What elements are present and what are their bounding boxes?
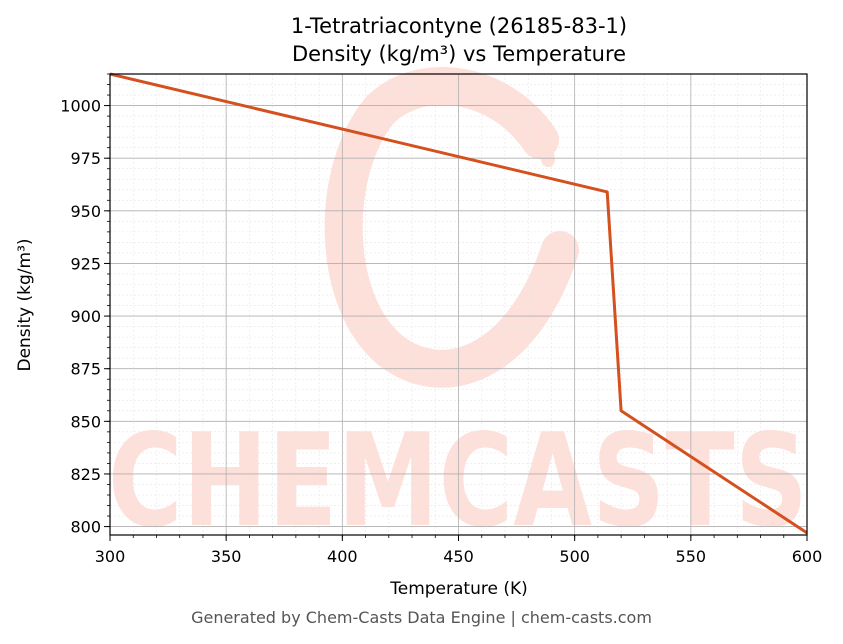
x-tick-label: 300 [95, 547, 126, 566]
watermark-text: CHEMCASTS [108, 407, 808, 556]
x-tick-label: 400 [327, 547, 358, 566]
y-tick-label: 850 [70, 412, 101, 431]
y-tick-label: 825 [70, 465, 101, 484]
y-tick-label: 975 [70, 149, 101, 168]
y-tick-label: 950 [70, 202, 101, 221]
x-axis-label: Temperature (K) [389, 579, 528, 599]
density-series-line [109, 72, 808, 535]
axis-ticks [104, 73, 808, 541]
y-tick-label: 800 [70, 518, 101, 537]
x-tick-label: 500 [559, 547, 590, 566]
y-axis-label: Density (kg/m³) [15, 238, 35, 371]
y-tick-label: 900 [70, 307, 101, 326]
x-tick-label: 550 [676, 547, 707, 566]
x-tick-label: 600 [792, 547, 823, 566]
x-tick-label: 350 [211, 547, 242, 566]
tick-labels: 300 350 400 450 500 550 600 800 825 850 875 900 925 9… [60, 97, 822, 566]
chart-title: 1-Tetratriacontyne (26185-83-1) [291, 14, 627, 38]
chart-subtitle: Density (kg/m³) vs Temperature [292, 42, 626, 66]
footer-credit: Generated by Chem-Casts Data Engine | ch… [191, 608, 652, 627]
y-tick-label: 1000 [60, 97, 101, 116]
y-tick-label: 925 [70, 254, 101, 273]
x-tick-label: 450 [443, 547, 474, 566]
y-tick-label: 875 [70, 360, 101, 379]
